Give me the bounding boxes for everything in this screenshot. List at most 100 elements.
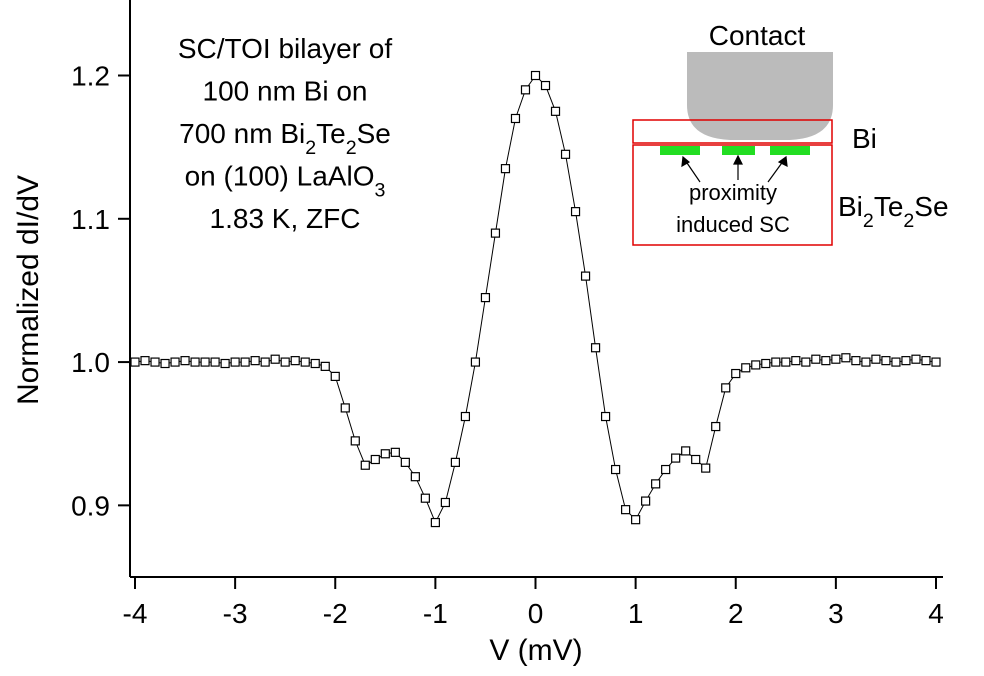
text-segment: SC/TOI bilayer of	[178, 33, 392, 64]
x-tick-label: 2	[728, 598, 744, 629]
data-point	[450, 457, 461, 467]
text-segment: 1.83 K, ZFC	[210, 203, 361, 234]
annotation: Bi2Te2Se	[838, 191, 949, 232]
data-point	[711, 421, 721, 432]
data-point	[791, 356, 801, 366]
data-point	[400, 457, 410, 467]
text-segment: Te	[874, 191, 904, 222]
data-point	[761, 358, 771, 369]
data-point	[851, 356, 861, 366]
x-tick-label: 0	[528, 598, 544, 629]
subscript: 2	[863, 210, 874, 232]
y-axis-label: Normalized dI/dV	[12, 175, 45, 405]
inset-contact-label: Contact	[709, 20, 806, 51]
data-point	[540, 80, 551, 91]
data-point	[861, 357, 871, 367]
data-point	[300, 357, 310, 367]
data-point	[230, 357, 240, 367]
subscript: 2	[305, 137, 316, 159]
data-point	[520, 85, 531, 95]
data-point	[701, 463, 711, 473]
subscript: 2	[346, 137, 357, 159]
x-tick-label: -1	[423, 598, 448, 629]
sc-region	[770, 146, 810, 155]
data-point	[480, 292, 491, 303]
data-point	[651, 479, 661, 489]
inset-diagram	[632, 52, 833, 246]
data-point	[530, 70, 541, 81]
data-point	[641, 496, 651, 506]
data-point	[751, 360, 761, 370]
text-segment: on (100) LaAlO	[185, 161, 375, 192]
text-segment: Te	[316, 118, 346, 149]
x-tick-label: 3	[828, 598, 844, 629]
data-point	[220, 358, 230, 369]
data-point	[280, 357, 290, 367]
annotation: 100 nm Bi on	[203, 76, 368, 107]
data-point	[781, 357, 791, 367]
inset-top-layer-label: Bi	[852, 123, 877, 154]
data-point	[741, 363, 751, 373]
data-point	[721, 383, 731, 393]
data-point	[821, 356, 831, 366]
data-point	[600, 411, 611, 422]
y-tick-label: 1.0	[71, 347, 110, 378]
data-point	[891, 357, 901, 367]
data-point	[170, 357, 180, 367]
sc-region	[722, 146, 755, 155]
y-tick-label: 1.2	[71, 61, 110, 92]
data-point	[390, 447, 400, 457]
annotation: on (100) LaAlO3	[185, 161, 386, 202]
text-segment: 700 nm Bi	[179, 118, 305, 149]
data-point	[140, 356, 150, 366]
x-tick-label: 4	[928, 598, 944, 629]
data-point	[881, 356, 891, 366]
text-segment: 100 nm Bi on	[203, 76, 368, 107]
data-point	[410, 472, 420, 482]
data-point	[320, 361, 330, 371]
data-point	[610, 464, 621, 475]
text-segment: Se	[357, 118, 391, 149]
data-point	[420, 493, 430, 503]
y-tick-label: 1.1	[71, 204, 110, 235]
data-point	[200, 357, 210, 367]
data-point	[490, 228, 501, 238]
data-point	[841, 353, 851, 363]
data-point	[931, 357, 941, 367]
data-point	[340, 403, 350, 413]
subscript: 2	[903, 210, 914, 232]
x-tick-label: -2	[323, 598, 348, 629]
data-point	[590, 343, 601, 353]
inset-caption: induced SC	[676, 212, 790, 237]
annotation: 1.83 K, ZFC	[210, 203, 361, 234]
data-point	[210, 357, 220, 367]
data-point	[160, 358, 170, 369]
text-segment: Se	[914, 191, 948, 222]
data-point	[370, 454, 380, 465]
data-point	[130, 357, 140, 367]
data-point	[440, 497, 450, 508]
data-point	[570, 207, 581, 217]
data-point	[921, 356, 931, 366]
data-point	[510, 113, 521, 124]
x-tick-label: 1	[628, 598, 644, 629]
data-point	[270, 354, 280, 364]
data-point	[260, 357, 270, 367]
data-point	[631, 515, 641, 525]
data-point	[470, 357, 481, 367]
data-point	[671, 453, 681, 463]
annotation: SC/TOI bilayer of	[178, 33, 392, 64]
data-point	[661, 464, 671, 475]
data-point	[580, 271, 591, 281]
data-point	[691, 454, 701, 465]
x-tick-label: -3	[223, 598, 248, 629]
sc-region	[660, 146, 700, 155]
subscript: 3	[374, 180, 385, 202]
data-point	[430, 517, 440, 528]
annotation: 700 nm Bi2Te2Se	[179, 118, 391, 159]
y-tick-label: 0.9	[71, 490, 110, 521]
data-point	[871, 354, 881, 364]
data-point	[550, 106, 561, 116]
data-point	[901, 356, 911, 366]
